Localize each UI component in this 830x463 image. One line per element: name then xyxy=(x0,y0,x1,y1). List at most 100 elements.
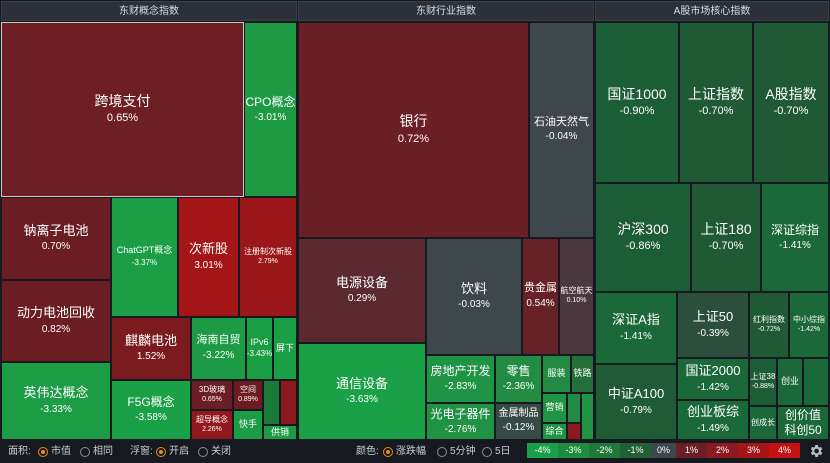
tile-name: 国证1000 xyxy=(607,85,667,102)
color-option-5day[interactable]: 5日 xyxy=(482,441,511,463)
color-option-change[interactable]: 涨跌幅 xyxy=(383,441,426,463)
tile-change: 0.29% xyxy=(347,293,377,305)
gear-icon[interactable] xyxy=(808,443,824,459)
concept-tile[interactable]: 英伟达概念 -3.33% xyxy=(1,362,111,440)
industry-tile[interactable]: 贵金属 0.54% xyxy=(522,238,559,355)
core-index-tile[interactable]: 中证A100 -0.79% xyxy=(595,364,677,440)
concept-tile[interactable]: 钠离子电池 0.70% xyxy=(1,197,111,280)
core-index-tile[interactable]: 创业板综 -1.49% xyxy=(677,400,749,440)
tile-name: A股指数 xyxy=(765,85,817,102)
area-label: 面积: xyxy=(8,446,31,457)
core-index-tile[interactable]: 国证2000 -1.42% xyxy=(677,358,749,400)
color-option-5min[interactable]: 5分钟 xyxy=(437,441,476,463)
core-index-tile[interactable]: 创成长 xyxy=(749,406,777,440)
industry-tile[interactable]: 银行 0.72% xyxy=(298,22,529,238)
tile-change: -2.36% xyxy=(502,381,535,392)
concept-tile[interactable]: 海南自贸 -3.22% xyxy=(191,317,246,380)
tile-name: 服装 xyxy=(547,368,566,379)
industry-tile[interactable] xyxy=(567,423,581,440)
tile-change: -2.76% xyxy=(444,423,477,435)
tile-name: 电源设备 xyxy=(335,274,388,290)
concept-tile[interactable]: ChatGPT概念 -3.37% xyxy=(111,197,178,317)
core-index-tile[interactable]: 上证38 -0.88% xyxy=(749,358,777,406)
industry-tile[interactable]: 饮料 -0.03% xyxy=(426,238,522,355)
industry-tile[interactable]: 零售 -2.36% xyxy=(495,355,542,403)
industry-tile[interactable]: 航空航天 0.10% xyxy=(559,238,594,355)
industry-tile[interactable] xyxy=(567,393,581,423)
concept-tile[interactable]: 跨境支付 0.65% xyxy=(1,22,244,197)
tile-change: 3.01% xyxy=(194,259,223,271)
concept-tile[interactable]: 动力电池回收 0.82% xyxy=(1,280,111,362)
industry-tile[interactable]: 房地产开发 -2.83% xyxy=(426,355,495,403)
concept-tile[interactable]: 供销 xyxy=(263,425,297,440)
industry-tile[interactable]: 电源设备 0.29% xyxy=(298,238,426,343)
industry-tile[interactable]: 石油天然气 -0.04% xyxy=(529,22,594,238)
concept-treemap: 跨境支付 0.65% CPO概念 -3.01% 钠离子电池 0.70% ChatGPT… xyxy=(1,22,297,440)
concept-tile[interactable]: 次新股 3.01% xyxy=(178,197,239,317)
industry-tile[interactable]: 光电子器件 -2.76% xyxy=(426,403,495,440)
radio-icon xyxy=(198,447,208,457)
float-option-off[interactable]: 关闭 xyxy=(198,441,231,463)
area-option-market-cap[interactable]: 市值 xyxy=(38,441,71,463)
legend-swatch: 3% xyxy=(738,443,769,458)
industry-tile[interactable]: 营销 xyxy=(542,393,567,423)
core-index-tile[interactable]: 上证50 -0.39% xyxy=(677,292,749,358)
core-index-tile[interactable]: 深证综指 -1.41% xyxy=(761,183,829,292)
industry-tile[interactable]: 通信设备 -3.63% xyxy=(298,343,426,440)
core-index-tile[interactable]: 国证1000 -0.90% xyxy=(595,22,679,183)
float-option-on[interactable]: 开启 xyxy=(156,441,189,463)
tile-name: CPO概念 xyxy=(245,94,296,109)
tile-name: IPv6 xyxy=(250,336,269,347)
industry-tile[interactable]: 综合 xyxy=(542,423,567,440)
tile-name: F5G概念 xyxy=(127,395,175,409)
core-index-tile[interactable] xyxy=(803,358,829,406)
tile-change: -0.70% xyxy=(698,105,734,117)
core-index-tile[interactable]: 创业 xyxy=(777,358,803,406)
tile-change: -3.43% xyxy=(246,349,273,359)
core-index-tile[interactable]: 红利指数 -0.72% xyxy=(749,292,789,358)
float-option-label: 开启 xyxy=(169,446,189,457)
concept-tile[interactable]: 麒麟电池 1.52% xyxy=(111,317,191,380)
concept-tile[interactable]: IPv6 -3.43% xyxy=(246,317,273,380)
concept-tile[interactable]: CPO概念 -3.01% xyxy=(244,22,297,197)
industry-tile[interactable]: 铁路 xyxy=(571,355,594,393)
core-index-tile[interactable]: 沪深300 -0.86% xyxy=(595,183,691,292)
tile-name: 贵金属 xyxy=(524,282,557,295)
concept-tile[interactable] xyxy=(263,380,280,425)
concept-tile[interactable]: 快手 xyxy=(233,410,263,440)
core-index-tile[interactable]: 深证A指 -1.41% xyxy=(595,292,677,364)
core-index-tile[interactable]: 上证指数 -0.70% xyxy=(679,22,753,183)
core-index-tile[interactable]: 中小综指 -1.42% xyxy=(789,292,829,358)
core-panel-header: A股市场核心指数 xyxy=(595,1,829,21)
tile-change: -0.04% xyxy=(545,131,578,143)
tile-change: 0.82% xyxy=(41,323,71,335)
tile-name-2: 科创50 xyxy=(784,423,822,437)
tile-name: 银行 xyxy=(399,113,428,129)
core-index-tile[interactable]: 上证180 -0.70% xyxy=(691,183,761,292)
tile-change: -0.70% xyxy=(708,240,744,252)
tile-change: -1.49% xyxy=(697,422,729,434)
tile-name: 上证38 xyxy=(750,371,776,381)
tile-name: 海南自贸 xyxy=(196,334,241,347)
legend-swatch: 0% xyxy=(651,443,676,458)
tile-name: 麒麟电池 xyxy=(124,332,177,348)
tile-change: 2.79% xyxy=(258,257,278,265)
tile-name: 红利指数 xyxy=(753,314,785,324)
concept-tile[interactable]: 超导概念 2.26% xyxy=(191,410,233,440)
industry-tile[interactable] xyxy=(581,393,594,440)
concept-tile[interactable]: 3D玻璃 0.65% xyxy=(191,380,233,410)
core-index-tile[interactable]: A股指数 -0.70% xyxy=(753,22,829,183)
industry-tile[interactable]: 金属制品 -0.12% xyxy=(495,403,542,440)
tile-change: 0.65% xyxy=(202,395,222,403)
tile-name: 上证50 xyxy=(692,309,734,325)
tile-name: 营销 xyxy=(545,402,564,413)
area-option-equal[interactable]: 相同 xyxy=(80,441,113,463)
concept-tile[interactable] xyxy=(280,380,297,425)
core-index-tile[interactable]: 创价值 科创50 xyxy=(777,406,829,440)
concept-tile[interactable]: 空间 0.89% xyxy=(233,380,263,410)
industry-tile[interactable]: 服装 xyxy=(542,355,571,393)
concept-tile[interactable]: F5G概念 -3.58% xyxy=(111,380,191,440)
tile-name: 英伟达概念 xyxy=(23,385,89,401)
concept-tile[interactable]: 注册制次新股 2.79% xyxy=(239,197,297,317)
concept-tile[interactable]: 屏下 xyxy=(273,317,297,380)
